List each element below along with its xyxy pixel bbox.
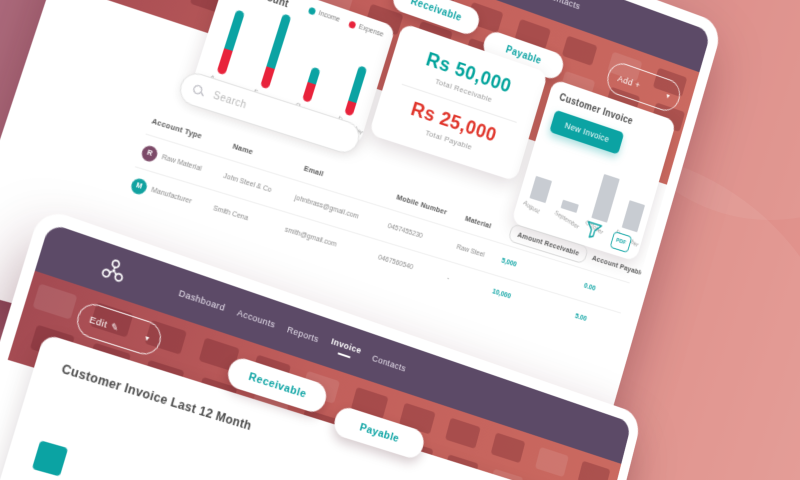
payable-tab-label: Payable — [358, 421, 401, 445]
calculator-key — [490, 432, 526, 464]
avatar: M — [129, 176, 149, 196]
pdf-label: PDF — [615, 237, 627, 247]
invoice-bar-september: September — [553, 199, 580, 231]
account-type: Manufacturer — [150, 186, 193, 206]
chevron-down-icon: ▾ — [665, 90, 671, 101]
edit-label: Edit — [87, 314, 109, 331]
calculator-key — [534, 446, 569, 478]
capsule-bar — [259, 13, 292, 90]
income-segment — [266, 13, 292, 69]
cell-material: - — [446, 274, 451, 282]
expense-segment — [344, 100, 357, 117]
nav-item-accounts[interactable]: Accounts — [235, 307, 277, 331]
expense-segment — [216, 48, 233, 76]
calculator-key — [445, 417, 481, 449]
nav-item-contacts[interactable]: Contacts — [544, 0, 582, 12]
gray-bar — [529, 175, 553, 204]
invoice-bar-august: August — [522, 175, 553, 215]
add-label: Add + — [616, 73, 642, 91]
nav-item-reports[interactable]: Reports — [285, 324, 321, 345]
income-segment — [348, 64, 368, 104]
capsule-bar — [344, 64, 368, 117]
chart-bar-december: December — [336, 64, 368, 137]
avatar: R — [139, 143, 160, 163]
legend-income-label: Income — [317, 10, 341, 24]
income-dot — [307, 6, 317, 16]
chart-bar-august: August — [208, 9, 246, 91]
chevron-down-icon: ▾ — [143, 333, 151, 344]
chart-bar-september: September — [251, 13, 292, 111]
gray-bar — [621, 200, 646, 233]
chart-bar-income — [31, 440, 69, 477]
expense-segment — [302, 82, 317, 103]
invoice-bar-october: October — [584, 173, 620, 236]
nav-item-contacts[interactable]: Contacts — [370, 352, 408, 375]
pencil-icon: ✎ — [109, 321, 121, 334]
expense-segment — [259, 66, 275, 90]
calculator-key — [561, 35, 598, 66]
account-type: Raw Material — [160, 153, 203, 173]
calculator-key — [32, 283, 78, 320]
calculator-key — [577, 460, 611, 480]
search-icon — [192, 83, 206, 97]
income-segment — [224, 9, 246, 51]
month-label: August — [521, 199, 541, 216]
legend-expense-label: Expense — [357, 23, 385, 39]
chart-bar-october: October — [294, 67, 321, 120]
gray-bar — [560, 199, 579, 213]
invoice-months-chart: August SeptemberOctoberDecember — [522, 141, 653, 249]
invoice-bar-december: December — [614, 200, 646, 249]
nav-item-invoice[interactable]: Invoice — [328, 336, 363, 361]
capsule-bar — [216, 9, 246, 76]
capsule-bar — [302, 67, 321, 103]
gray-bar — [591, 173, 620, 223]
nav-item-dashboard[interactable]: Dashboard — [177, 287, 227, 314]
expense-dot — [347, 20, 357, 30]
